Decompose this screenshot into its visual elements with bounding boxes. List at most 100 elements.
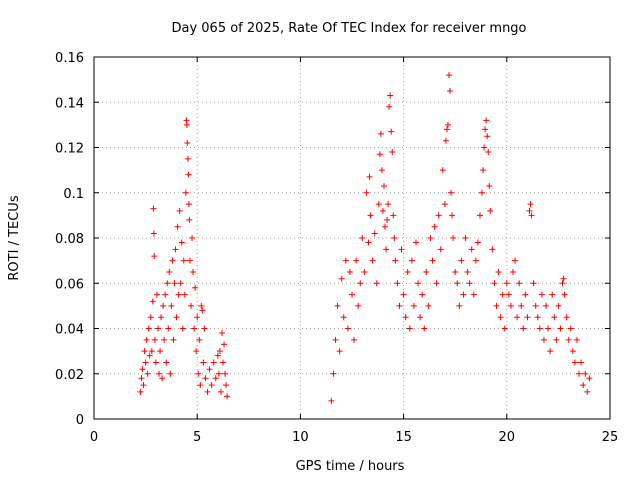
data-point <box>371 230 378 237</box>
data-point <box>186 257 193 264</box>
data-point <box>389 149 396 156</box>
data-point <box>484 133 491 140</box>
data-point <box>349 291 355 298</box>
data-point <box>466 280 473 287</box>
data-point <box>565 336 572 343</box>
data-point <box>540 336 547 343</box>
data-point <box>162 291 169 298</box>
data-point <box>450 235 457 241</box>
data-point <box>567 325 574 332</box>
data-point <box>336 348 343 355</box>
data-point <box>547 348 554 355</box>
data-point <box>545 325 552 332</box>
data-point <box>332 336 339 343</box>
data-point <box>377 130 384 137</box>
data-point <box>200 359 207 366</box>
data-point <box>384 216 391 223</box>
data-point <box>183 121 190 128</box>
data-point <box>146 352 153 359</box>
data-point <box>178 239 185 246</box>
data-point <box>415 280 422 287</box>
data-point <box>483 117 490 124</box>
data-point <box>365 239 372 246</box>
data-point <box>449 212 456 219</box>
data-point <box>181 291 188 298</box>
data-point <box>468 246 475 253</box>
data-point <box>375 201 382 208</box>
data-point <box>217 388 224 395</box>
data-point <box>481 144 488 151</box>
data-point <box>534 314 541 321</box>
data-point <box>165 325 172 332</box>
data-point <box>190 268 197 275</box>
data-point <box>172 246 179 253</box>
data-point <box>158 314 165 321</box>
data-point <box>351 336 358 343</box>
data-point <box>578 359 585 366</box>
data-point <box>379 207 386 214</box>
data-point <box>439 167 446 174</box>
x-tick-label: 15 <box>395 430 412 445</box>
data-point <box>437 246 444 253</box>
data-point <box>394 280 401 287</box>
data-point <box>176 207 183 214</box>
data-point <box>369 257 376 264</box>
data-point <box>191 325 198 332</box>
data-point <box>563 314 570 321</box>
data-point <box>489 246 496 253</box>
data-point <box>576 370 583 377</box>
data-point <box>561 291 568 298</box>
data-point <box>454 280 461 287</box>
data-point <box>571 359 578 366</box>
data-point <box>168 302 175 309</box>
data-point <box>452 268 459 275</box>
y-axis: 0 0.02 0.04 0.06 0.08 0.1 0.12 0.14 0.16 <box>55 51 610 428</box>
data-point <box>538 291 545 298</box>
data-point <box>346 268 353 275</box>
data-point <box>446 72 453 79</box>
data-point <box>359 235 366 241</box>
data-point <box>192 284 199 291</box>
data-point <box>167 370 174 377</box>
data-point <box>215 370 222 377</box>
data-point <box>366 173 373 180</box>
data-point <box>138 375 145 382</box>
data-point <box>460 291 467 298</box>
y-tick-label: 0.1 <box>63 187 84 202</box>
data-point <box>150 230 157 237</box>
data-point <box>388 128 395 135</box>
data-point <box>214 352 221 359</box>
data-point <box>340 314 347 321</box>
data-point <box>184 155 191 162</box>
data-point <box>196 336 203 343</box>
data-point <box>487 207 494 214</box>
data-point <box>474 239 481 246</box>
data-point <box>179 325 186 332</box>
data-point <box>512 257 519 264</box>
data-point <box>444 121 451 128</box>
x-axis: 0 5 10 15 20 25 <box>90 57 618 445</box>
data-point <box>199 307 206 314</box>
data-point <box>218 330 225 337</box>
data-point <box>464 268 471 275</box>
data-point <box>491 280 498 287</box>
data-point <box>141 348 148 355</box>
data-point <box>160 302 167 309</box>
data-point <box>152 359 159 366</box>
data-point <box>391 235 398 241</box>
y-tick-label: 0.12 <box>55 142 84 157</box>
data-point <box>383 246 390 253</box>
data-point <box>505 291 512 298</box>
data-point <box>169 257 176 264</box>
y-axis-title: ROTI / TECUs <box>7 195 22 280</box>
data-point <box>425 302 432 309</box>
data-point <box>334 302 341 309</box>
data-point <box>501 325 508 332</box>
data-point <box>186 216 193 223</box>
data-point <box>584 388 591 395</box>
data-point <box>201 325 208 332</box>
data-point <box>197 382 204 389</box>
data-point <box>342 257 349 264</box>
